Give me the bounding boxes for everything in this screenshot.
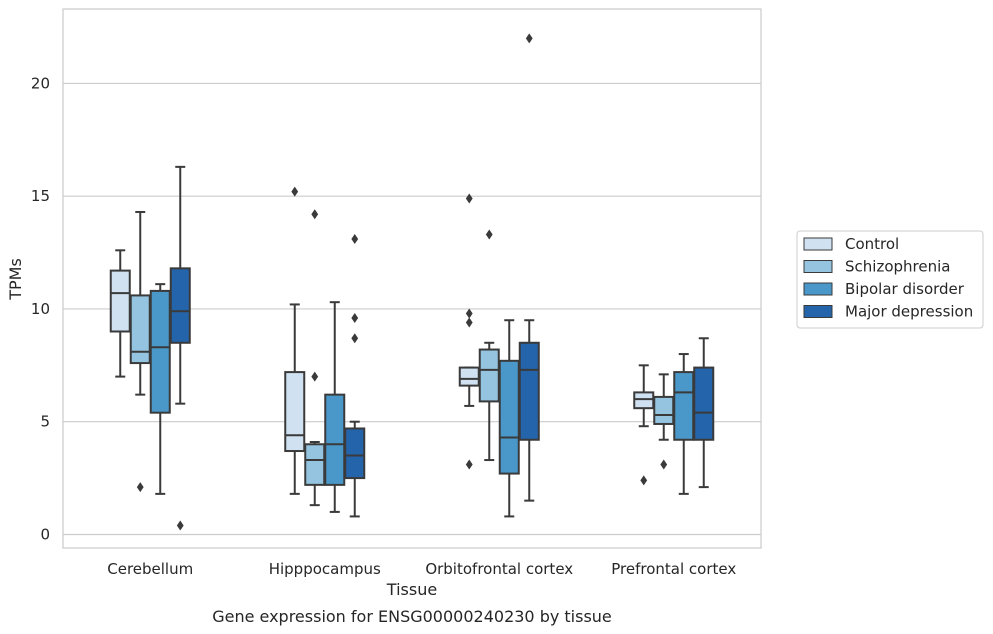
outlier-point <box>465 459 473 470</box>
outlier-point <box>351 333 359 344</box>
legend-frame <box>796 230 984 329</box>
y-tick-label: 5 <box>40 413 50 431</box>
box-iqr <box>458 366 480 387</box>
box-iqr <box>673 371 695 441</box>
series-major-depression <box>169 33 715 531</box>
outlier-point <box>291 186 299 197</box>
outlier-point <box>351 312 359 323</box>
outlier-point <box>465 308 473 319</box>
x-axis-title: Tissue <box>386 580 437 599</box>
box-iqr <box>284 371 306 453</box>
plot-area <box>62 8 762 549</box>
outlier-point <box>351 234 359 245</box>
y-tick-label: 0 <box>40 525 50 543</box>
box-iqr <box>498 359 520 475</box>
box-mark <box>518 33 540 502</box>
legend-swatch <box>803 237 833 251</box>
box-iqr <box>149 289 171 414</box>
outlier-point <box>525 33 533 44</box>
box-mark <box>498 319 520 518</box>
outlier-point <box>640 475 648 486</box>
outlier-point <box>465 193 473 204</box>
legend-swatch <box>803 282 833 296</box>
box-mark <box>324 301 346 513</box>
box-iqr <box>129 294 151 365</box>
box-iqr <box>478 348 500 403</box>
box-mark <box>478 229 500 462</box>
box-iqr <box>109 269 131 333</box>
outlier-point <box>485 229 493 240</box>
outlier-point <box>176 520 184 531</box>
box-iqr <box>518 341 540 441</box>
legend-swatch <box>803 260 833 273</box>
outlier-point <box>311 371 319 382</box>
box-mark <box>284 186 306 495</box>
box-mark <box>633 364 655 486</box>
box-mark <box>129 210 151 493</box>
box-mark <box>344 234 366 518</box>
box-iqr <box>324 393 346 486</box>
box-mark <box>109 249 131 378</box>
y-tick-label: 20 <box>31 74 50 92</box>
y-tick-label: 15 <box>31 187 50 205</box>
legend-label: Control <box>845 235 899 253</box>
x-axis-ticks: Cerebellum Hipppocampus Orbitofrontal cort… <box>107 560 736 578</box>
series-control <box>109 186 655 495</box>
outlier-point <box>311 209 319 220</box>
box-mark <box>169 165 191 531</box>
box-mark <box>458 193 480 470</box>
box-iqr <box>169 267 191 344</box>
chart-caption: Gene expression for ENSG00000240230 by t… <box>212 607 612 626</box>
box-iqr <box>693 366 715 441</box>
box-iqr <box>304 443 326 486</box>
x-tick-label: Hipppocampus <box>269 560 381 578</box>
y-tick-label: 10 <box>31 300 50 318</box>
box-iqr <box>653 395 675 425</box>
box-mark <box>149 283 171 495</box>
x-tick-label: Cerebellum <box>107 560 193 578</box>
box-iqr <box>633 391 655 410</box>
legend-swatch <box>803 305 833 318</box>
box-series <box>109 33 715 531</box>
series-bipolar-disorder <box>149 283 695 518</box>
box-mark <box>673 353 695 495</box>
series-schizophrenia <box>129 209 675 507</box>
outlier-point <box>660 459 668 470</box>
x-tick-label: Prefrontal cortex <box>611 560 736 578</box>
legend-label: Major depression <box>845 303 973 321</box>
outlier-point <box>136 482 144 493</box>
legend-label: Schizophrenia <box>845 258 950 276</box>
legend: Control Schizophrenia Bipolar disorder Majo… <box>796 230 984 329</box>
legend-label: Bipolar disorder <box>845 280 965 298</box>
x-tick-label: Orbitofrontal cortex <box>425 560 573 578</box>
box-mark <box>304 209 326 507</box>
box-mark <box>693 337 715 489</box>
y-axis-ticks: 0 5 10 15 20 <box>31 74 50 543</box>
outlier-point <box>465 317 473 328</box>
y-axis-title: TPMs <box>6 258 25 301</box>
box-iqr <box>344 427 366 480</box>
box-mark <box>653 373 675 470</box>
